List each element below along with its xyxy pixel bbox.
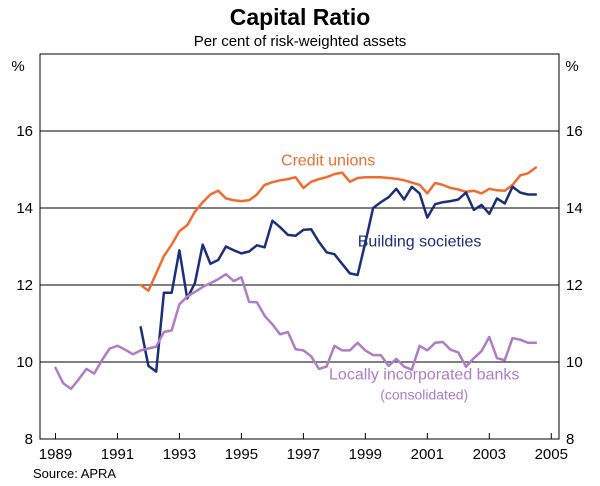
y-right-tick-label-12: 12 xyxy=(566,277,583,294)
y-right-tick-label-8: 8 xyxy=(566,431,574,448)
x-tick-label-1995: 1995 xyxy=(225,446,258,463)
x-tick-label-2005: 2005 xyxy=(535,446,568,463)
source-note: Source: APRA xyxy=(33,466,117,481)
y-left-tick-label-10: 10 xyxy=(16,354,33,371)
y-left-tick-label-14: 14 xyxy=(16,200,33,217)
y-axis-left-ticks: 8 10 12 14 16 xyxy=(16,123,33,448)
series-label-building-societies: Building societies xyxy=(358,234,482,251)
chart-subtitle: Per cent of risk-weighted assets xyxy=(193,33,407,50)
plot-area xyxy=(39,53,560,440)
series-lines xyxy=(54,166,538,391)
series-label-credit-unions: Credit unions xyxy=(281,153,375,170)
series-labels: Credit unions Building societies Locally i… xyxy=(281,153,519,403)
y-axis-right-unit: % xyxy=(565,58,578,75)
y-right-tick-label-14: 14 xyxy=(566,200,583,217)
y-left-tick-label-16: 16 xyxy=(16,123,33,140)
y-right-tick-label-16: 16 xyxy=(566,123,583,140)
x-tick-label-1999: 1999 xyxy=(349,446,382,463)
series-sublabel-locally-incorporated-banks: (consolidated) xyxy=(380,386,468,402)
x-axis-ticks: 1989 1991 1993 1995 1997 1999 2001 2003 2005 xyxy=(39,433,568,463)
x-tick-label-1991: 1991 xyxy=(101,446,134,463)
series-label-locally-incorporated-banks: Locally incorporated banks xyxy=(329,366,519,383)
x-tick-label-1997: 1997 xyxy=(287,446,320,463)
y-left-tick-label-8: 8 xyxy=(25,431,33,448)
x-tick-label-1993: 1993 xyxy=(163,446,196,463)
series-line-building-societies xyxy=(139,185,538,373)
y-left-tick-label-12: 12 xyxy=(16,277,33,294)
y-axis-left-unit: % xyxy=(11,58,24,75)
series-line-credit-unions xyxy=(139,166,538,293)
x-tick-label-2003: 2003 xyxy=(473,446,506,463)
y-right-tick-label-10: 10 xyxy=(566,354,583,371)
x-tick-label-1989: 1989 xyxy=(39,446,72,463)
y-axis-right-ticks: 8 10 12 14 16 xyxy=(566,123,583,448)
series-line-locally-incorporated-banks xyxy=(54,272,538,391)
x-tick-label-2001: 2001 xyxy=(411,446,444,463)
chart-title: Capital Ratio xyxy=(229,4,371,30)
